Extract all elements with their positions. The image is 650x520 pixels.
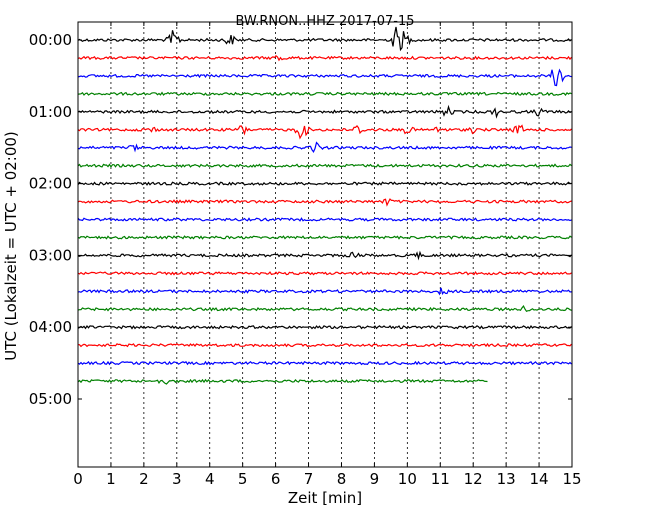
x-tick-label: 2 xyxy=(139,470,149,488)
y-tick-label: 00:00 xyxy=(29,31,72,49)
trace-row-7 xyxy=(77,163,572,168)
trace-row-1 xyxy=(77,54,572,62)
x-tick-label: 12 xyxy=(464,470,483,488)
x-tick-label: 13 xyxy=(497,470,516,488)
trace-row-3 xyxy=(77,91,572,97)
trace-row-4 xyxy=(77,104,572,119)
trace-row-8 xyxy=(77,181,572,186)
trace-row-0 xyxy=(77,26,572,52)
x-tick-label: 4 xyxy=(205,470,215,488)
trace-rows xyxy=(77,26,572,385)
plot-frame xyxy=(77,21,573,468)
x-tick-label: 1 xyxy=(106,470,116,488)
trace-row-19 xyxy=(77,378,488,385)
x-tick-label: 11 xyxy=(431,470,450,488)
trace-row-15 xyxy=(77,305,572,313)
y-tick-label: 02:00 xyxy=(29,175,72,193)
y-axis-label: UTC (Lokalzeit = UTC + 02:00) xyxy=(2,131,20,361)
trace-row-12 xyxy=(77,250,572,261)
x-axis-label: Zeit [min] xyxy=(288,489,362,507)
trace-row-2 xyxy=(77,68,572,87)
x-tick-label: 9 xyxy=(370,470,380,488)
x-tick-label: 6 xyxy=(271,470,281,488)
x-tick-label: 8 xyxy=(337,470,347,488)
trace-row-5 xyxy=(77,124,572,140)
x-tick-label: 7 xyxy=(304,470,314,488)
x-tick-label: 0 xyxy=(73,470,83,488)
x-tick-labels: 0 1 2 3 4 5 6 7 8 9 10 11 12 13 14 15 xyxy=(73,470,581,488)
trace-row-14 xyxy=(77,287,572,296)
x-tick-label: 15 xyxy=(562,470,581,488)
trace-row-16 xyxy=(77,324,572,330)
y-tick-label: 05:00 xyxy=(29,390,72,408)
trace-row-6 xyxy=(77,141,572,153)
axis-ticks xyxy=(77,22,573,467)
x-tick-label: 5 xyxy=(238,470,248,488)
trace-row-9 xyxy=(77,198,572,207)
trace-row-10 xyxy=(77,217,572,222)
y-tick-label: 03:00 xyxy=(29,246,72,264)
y-tick-label: 04:00 xyxy=(29,318,72,336)
grid-lines xyxy=(110,22,540,467)
y-tick-labels: 00:00 01:00 02:00 03:00 04:00 05:00 xyxy=(29,31,72,408)
trace-row-13 xyxy=(77,271,572,276)
x-tick-label: 3 xyxy=(172,470,182,488)
x-tick-label: 10 xyxy=(398,470,417,488)
trace-row-11 xyxy=(77,235,572,240)
x-tick-label: 14 xyxy=(530,470,549,488)
y-tick-label: 01:00 xyxy=(29,103,72,121)
trace-row-18 xyxy=(77,360,572,366)
trace-row-17 xyxy=(78,342,572,348)
